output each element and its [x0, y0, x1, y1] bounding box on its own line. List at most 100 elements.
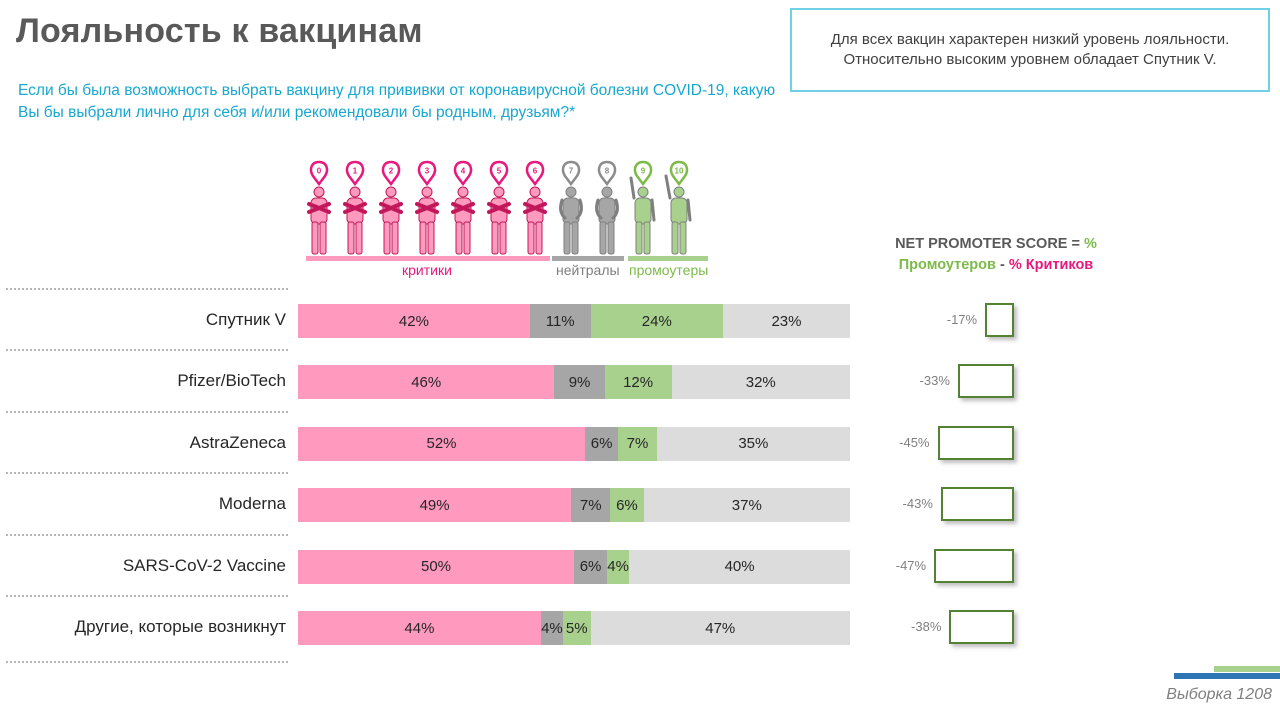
segment-value-label: 4% [607, 558, 629, 576]
remainder-segment: 40% [629, 549, 850, 584]
segment-value-label: 7% [579, 496, 602, 514]
nps-formula: NET PROMOTER SCORE = % Промоутеров - % К… [860, 234, 1132, 276]
critics-segment: 42% [298, 304, 530, 338]
svg-text:5: 5 [497, 167, 502, 176]
neutrals-scale-bar [552, 256, 624, 261]
segment-value-label: 5% [565, 619, 588, 637]
segment-value-label: 50% [420, 558, 452, 576]
segment-value-label: 46% [411, 373, 442, 391]
segment-value-label: 6% [590, 435, 613, 453]
row-divider [6, 349, 288, 352]
nps-formula-critics: % Критиков [1008, 257, 1094, 273]
segment-value-label: 32% [745, 373, 776, 391]
person-icon-score-0: 0 [307, 160, 331, 255]
nps-formula-line-1: NET PROMOTER SCORE = % [860, 234, 1132, 255]
segment-value-label: 47% [705, 619, 736, 637]
neutrals-segment: 6% [585, 426, 619, 461]
nps-formula-promoters: Промоутеров [898, 257, 996, 273]
nps-bar [957, 364, 1014, 399]
person-icon-score-6: 6 [523, 160, 547, 255]
remainder-segment: 23% [723, 304, 850, 338]
segment-value-label: 6% [616, 496, 638, 514]
nps-bar [949, 610, 1014, 644]
nps-value-label: -47% [895, 557, 927, 573]
neutrals-segment: 4% [540, 611, 563, 645]
svg-text:4: 4 [461, 167, 466, 176]
callout-line-2: Относительно высоким уровнем обладает Сп… [843, 51, 1217, 68]
critics-segment: 44% [298, 611, 541, 645]
nps-value-label: -33% [919, 373, 950, 389]
nps-value-label: -17% [946, 312, 978, 327]
svg-text:7: 7 [569, 167, 574, 176]
segment-value-label: 23% [771, 312, 802, 330]
stacked-bar: 42% 11% 24% 23% [298, 304, 850, 338]
critics-segment: 46% [298, 365, 555, 400]
critics-segment: 49% [298, 488, 572, 523]
stacked-bar: 52% 6% 7% 35% [298, 426, 850, 461]
segment-value-label: 49% [419, 496, 450, 514]
person-icon-score-2: 2 [379, 160, 403, 255]
segment-value-label: 35% [738, 435, 769, 453]
promoters-label: промоутеры [629, 262, 709, 278]
nps-bar [940, 487, 1014, 522]
stacked-bar: 50% 6% 4% 40% [298, 549, 850, 584]
score-scale-illustration: критики нейтралы промоутеры 0 1 2 3 4 5 6 7 8 9 10 [296, 150, 726, 280]
svg-text:0: 0 [317, 167, 322, 176]
stacked-bar: 49% 7% 6% 37% [298, 488, 850, 523]
segment-value-label: 44% [404, 619, 435, 637]
person-icon-score-5: 5 [487, 160, 511, 255]
stacked-bar: 44% 4% 5% 47% [298, 611, 850, 645]
nps-bar [985, 303, 1014, 337]
segment-value-label: 4% [541, 619, 563, 637]
person-icon-score-1: 1 [343, 160, 367, 255]
remainder-segment: 37% [643, 488, 850, 523]
nps-formula-line-2: Промоутеров - % Критиков [860, 255, 1132, 276]
row-label: Спутник V [205, 310, 286, 329]
neutrals-segment: 6% [574, 549, 608, 584]
footer-accent-blue [1174, 673, 1280, 679]
segment-value-label: 42% [398, 312, 429, 330]
row-divider [6, 288, 288, 290]
segment-value-label: 37% [731, 496, 762, 514]
remainder-segment: 47% [590, 611, 850, 645]
segment-value-label: 24% [641, 312, 672, 330]
stacked-bar: 46% 9% 12% 32% [298, 365, 850, 400]
svg-text:10: 10 [675, 167, 684, 176]
promoters-scale-bar [628, 256, 708, 261]
critics-segment: 52% [298, 426, 586, 461]
svg-text:9: 9 [641, 167, 646, 176]
person-icon-score-3: 3 [415, 160, 439, 255]
svg-text:3: 3 [425, 167, 430, 176]
nps-formula-text: NET PROMOTER SCORE = [895, 236, 1085, 252]
row-label: Moderna [218, 494, 286, 514]
person-icon-score-7: 7 [559, 160, 583, 255]
segment-value-label: 7% [626, 435, 649, 453]
row-label: Другие, которые возникнут [74, 617, 286, 636]
promoters-segment: 6% [610, 488, 644, 523]
row-label: AstraZeneca [189, 432, 286, 452]
critics-segment: 50% [298, 549, 574, 584]
person-icon-score-9: 9 [629, 160, 656, 255]
row-label: Pfizer/BioTech [177, 371, 286, 391]
survey-question: Если бы была возможность выбрать вакцину… [18, 82, 776, 121]
segment-value-label: 52% [426, 435, 457, 453]
promoters-segment: 7% [618, 426, 657, 461]
critics-label: критики [402, 262, 452, 278]
neutrals-segment: 9% [554, 365, 605, 400]
critics-scale-bar [306, 256, 550, 261]
segment-value-label: 11% [545, 312, 575, 330]
nps-bar [937, 425, 1014, 460]
person-icon-score-10: 10 [664, 160, 692, 255]
segment-value-label: 9% [568, 373, 591, 391]
remainder-segment: 32% [671, 365, 850, 400]
person-icon-score-4: 4 [451, 160, 475, 255]
nps-value-label: -45% [899, 434, 930, 450]
promoters-segment: 4% [607, 549, 630, 584]
promoters-segment: 12% [604, 365, 672, 400]
remainder-segment: 35% [656, 426, 850, 461]
segment-value-label: 6% [579, 558, 602, 576]
row-divider [6, 410, 288, 413]
neutrals-segment: 7% [571, 488, 611, 523]
row-divider [6, 595, 288, 597]
svg-text:6: 6 [533, 167, 538, 176]
